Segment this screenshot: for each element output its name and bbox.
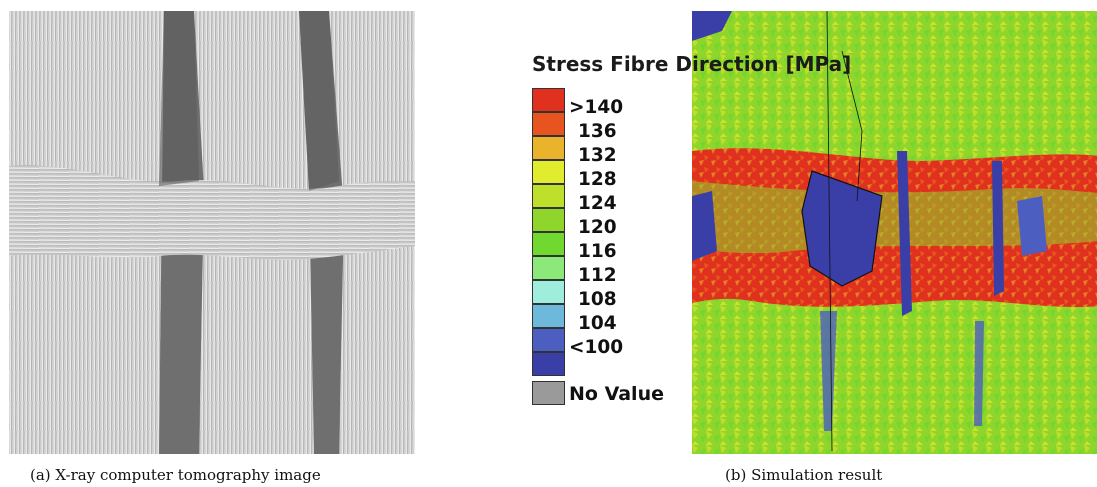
caption-panel-b: (b) Simulation result <box>725 466 883 484</box>
xray-ct-graphic <box>9 11 415 454</box>
no-value-label: No Value <box>569 383 664 405</box>
legend-swatch <box>532 280 565 304</box>
no-value-swatch <box>532 381 565 405</box>
legend-swatch <box>532 184 565 208</box>
legend-swatch <box>532 136 565 160</box>
legend-tick-label: 112 <box>578 265 617 286</box>
legend-tick-label: 120 <box>578 217 617 238</box>
legend-swatch <box>532 208 565 232</box>
caption-panel-a: (a) X-ray computer tomography image <box>30 466 321 484</box>
legend-swatch <box>532 112 565 136</box>
legend-tick-label: 136 <box>578 121 617 142</box>
legend-tick-label: 128 <box>578 169 617 190</box>
legend-swatch <box>532 304 565 328</box>
legend-tick-label: <100 <box>569 337 624 358</box>
simulation-stress-map <box>692 11 1097 454</box>
legend-tick-label: 132 <box>578 145 617 166</box>
legend-tick-label: 104 <box>578 313 617 334</box>
legend-tick-label: 108 <box>578 289 617 310</box>
legend-swatch <box>532 232 565 256</box>
legend-swatch <box>532 160 565 184</box>
legend-tick-label: 116 <box>578 241 617 262</box>
simulation-result-image <box>692 11 1097 454</box>
legend-tick-label: 124 <box>578 193 617 214</box>
legend-tick-label: >140 <box>569 97 624 118</box>
legend-swatch <box>532 352 565 376</box>
legend-title: Stress Fibre Direction [MPa] <box>532 52 852 76</box>
legend-swatch <box>532 88 565 112</box>
xray-ct-image <box>9 11 415 454</box>
legend-swatch <box>532 256 565 280</box>
legend-swatch <box>532 328 565 352</box>
